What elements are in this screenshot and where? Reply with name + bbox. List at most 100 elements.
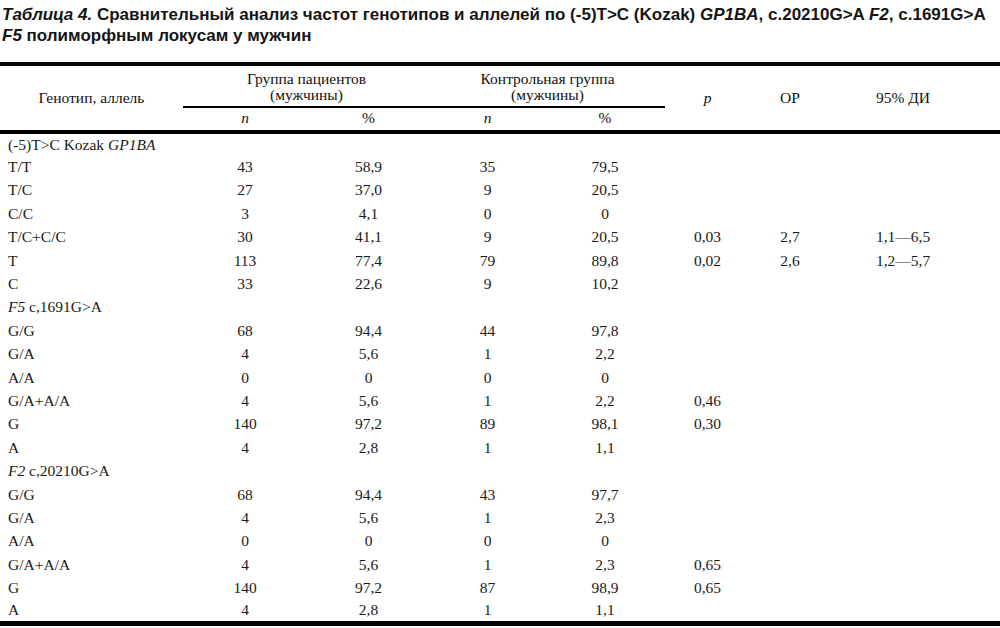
gene-name: GP1BA	[108, 136, 155, 153]
value-cell: 33	[183, 272, 307, 295]
value-cell: 97,2	[307, 576, 430, 599]
gene-name: F5	[8, 298, 25, 315]
value-cell: 140	[183, 576, 307, 599]
genotype-label: A/A	[0, 530, 183, 553]
value-cell	[665, 179, 750, 202]
caption-text: Сравнительный анализ частот генотипов и …	[92, 5, 700, 24]
value-cell: 0	[545, 202, 665, 225]
value-cell: 2,8	[307, 600, 430, 623]
genotype-label: T/T	[0, 155, 183, 178]
value-cell	[830, 600, 1000, 623]
value-cell: 43	[183, 155, 307, 178]
table-header: Генотип, аллель Группа пациентов (мужчин…	[0, 64, 1000, 132]
value-cell: 0	[430, 202, 545, 225]
section-header: (-5)T>C Kozak GP1BA	[0, 132, 1000, 155]
value-cell	[750, 553, 830, 576]
value-cell: 20,5	[545, 179, 665, 202]
value-cell: 9	[430, 226, 545, 249]
caption-label: Таблица 4.	[2, 5, 92, 24]
value-cell: 89	[430, 413, 545, 436]
value-cell	[750, 389, 830, 412]
value-cell: 1	[430, 553, 545, 576]
value-cell: 44	[430, 319, 545, 342]
value-cell: 4,1	[307, 202, 430, 225]
value-cell: 4	[183, 389, 307, 412]
value-cell: 22,6	[307, 272, 430, 295]
value-cell: 2,3	[545, 553, 665, 576]
value-cell: 5,6	[307, 553, 430, 576]
table-row: A/A0000	[0, 366, 1000, 389]
value-cell: 0,46	[665, 389, 750, 412]
value-cell: 98,1	[545, 413, 665, 436]
value-cell: 77,4	[307, 249, 430, 272]
value-cell: 37,0	[307, 179, 430, 202]
table-row: C3322,6910,2	[0, 272, 1000, 295]
value-cell	[750, 436, 830, 459]
table-row: G14097,28798,90,65	[0, 576, 1000, 599]
col-subheader-n-control: n	[430, 107, 545, 132]
value-cell	[750, 319, 830, 342]
value-cell	[750, 155, 830, 178]
value-cell: 2,2	[545, 389, 665, 412]
value-cell: 5,6	[307, 343, 430, 366]
table-row: G/A45,612,2	[0, 343, 1000, 366]
genotype-label: C	[0, 272, 183, 295]
genotype-label: C/C	[0, 202, 183, 225]
table-body: (-5)T>C Kozak GP1BAT/T4358,93579,5T/C273…	[0, 132, 1000, 623]
table-row: T11377,47989,80,022,61,2—5,7	[0, 249, 1000, 272]
value-cell: 1	[430, 343, 545, 366]
value-cell: 4	[183, 436, 307, 459]
genotype-label: A	[0, 436, 183, 459]
genotype-allele-table: Генотип, аллель Группа пациентов (мужчин…	[0, 62, 1000, 626]
value-cell: 1,1—6,5	[830, 226, 1000, 249]
value-cell: 43	[430, 483, 545, 506]
value-cell	[750, 202, 830, 225]
value-cell: 0,65	[665, 553, 750, 576]
value-cell: 68	[183, 483, 307, 506]
col-header-genotype: Генотип, аллель	[0, 64, 183, 132]
value-cell: 0	[430, 530, 545, 553]
caption-text: , c.20210G>A	[759, 5, 869, 24]
table-row: A42,811,1	[0, 600, 1000, 623]
value-cell: 2,2	[545, 343, 665, 366]
table-row: T/C2737,0920,5	[0, 179, 1000, 202]
value-cell: 9	[430, 179, 545, 202]
value-cell: 58,9	[307, 155, 430, 178]
section-header: F2 c,20210G>A	[0, 459, 1000, 482]
value-cell: 2,6	[750, 249, 830, 272]
value-cell: 0	[307, 366, 430, 389]
value-cell	[830, 366, 1000, 389]
locus-text: c,20210G>A	[25, 462, 110, 479]
genotype-label: G	[0, 576, 183, 599]
value-cell	[750, 530, 830, 553]
value-cell	[665, 343, 750, 366]
genotype-label: G/A+A/A	[0, 389, 183, 412]
value-cell: 4	[183, 506, 307, 529]
value-cell	[830, 576, 1000, 599]
value-cell: 1,2—5,7	[830, 249, 1000, 272]
value-cell: 4	[183, 343, 307, 366]
table-row: G14097,28998,10,30	[0, 413, 1000, 436]
table-row: G/A+A/A45,612,30,65	[0, 553, 1000, 576]
value-cell: 0,02	[665, 249, 750, 272]
value-cell: 3	[183, 202, 307, 225]
col-header-ci: 95% ДИ	[830, 64, 1000, 132]
value-cell	[665, 483, 750, 506]
value-cell: 35	[430, 155, 545, 178]
table-row: G/G6894,44397,7	[0, 483, 1000, 506]
table-row: C/C34,100	[0, 202, 1000, 225]
value-cell: 41,1	[307, 226, 430, 249]
value-cell	[830, 530, 1000, 553]
value-cell: 27	[183, 179, 307, 202]
value-cell: 1,1	[545, 436, 665, 459]
section-header: F5 c,1691G>A	[0, 296, 1000, 319]
value-cell: 68	[183, 319, 307, 342]
genotype-label: G/G	[0, 319, 183, 342]
value-cell	[665, 202, 750, 225]
genotype-label: G/G	[0, 483, 183, 506]
genotype-label: G/A	[0, 343, 183, 366]
value-cell: 1	[430, 389, 545, 412]
value-cell: 2,8	[307, 436, 430, 459]
table-row: G/A+A/A45,612,20,46	[0, 389, 1000, 412]
value-cell: 87	[430, 576, 545, 599]
